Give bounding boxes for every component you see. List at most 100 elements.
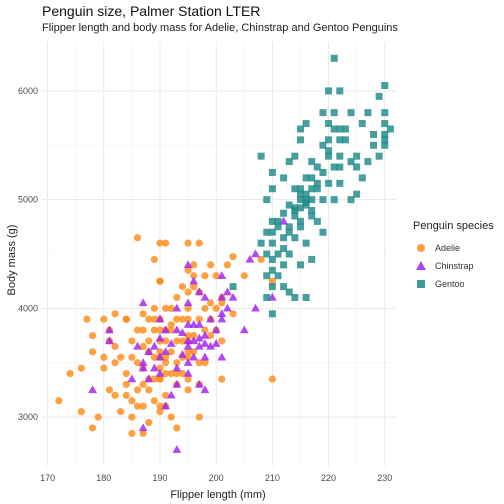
- data-point-gentoo: [268, 283, 276, 291]
- data-point-adelie: [133, 386, 142, 394]
- legend-title: Penguin species: [413, 220, 494, 232]
- y-tick-label: 3000: [18, 412, 38, 422]
- data-point-gentoo: [370, 130, 378, 138]
- data-point-adelie: [162, 391, 170, 399]
- data-point-gentoo: [291, 152, 299, 160]
- data-point-chinstrap: [105, 336, 114, 345]
- data-point-adelie: [162, 353, 170, 361]
- data-point-chinstrap: [217, 309, 227, 317]
- data-point-gentoo: [308, 158, 316, 166]
- data-point-gentoo: [347, 158, 355, 166]
- data-point-adelie: [145, 418, 153, 427]
- data-point-chinstrap: [178, 349, 187, 358]
- data-point-adelie: [162, 239, 170, 247]
- data-point-adelie: [173, 315, 181, 323]
- y-tick-label: 5000: [18, 195, 38, 205]
- data-point-gentoo: [263, 272, 271, 280]
- data-point-gentoo: [330, 125, 338, 133]
- data-point-adelie: [190, 348, 198, 356]
- data-point-chinstrap: [200, 339, 210, 347]
- data-point-adelie: [173, 369, 181, 378]
- data-point-adelie: [184, 375, 192, 383]
- data-point-adelie: [150, 353, 158, 361]
- data-point-gentoo: [285, 288, 293, 296]
- data-point-adelie: [223, 261, 232, 269]
- data-point-adelie: [88, 424, 97, 432]
- data-point-adelie: [150, 315, 158, 323]
- data-point-adelie: [128, 413, 136, 421]
- data-point-gentoo: [296, 136, 304, 144]
- data-point-gentoo: [319, 141, 327, 149]
- legend-item-adelie: Adelie: [413, 239, 501, 257]
- data-point-adelie: [122, 380, 130, 389]
- data-point-gentoo: [325, 136, 333, 144]
- data-point-adelie: [139, 429, 147, 437]
- data-point-chinstrap: [200, 292, 210, 301]
- data-point-adelie: [190, 261, 198, 269]
- data-point-adelie: [145, 337, 153, 345]
- data-point-chinstrap: [194, 333, 204, 342]
- data-point-adelie: [184, 288, 192, 296]
- series-chinstrap: [88, 216, 289, 453]
- data-point-gentoo: [285, 228, 293, 236]
- data-point-adelie: [195, 413, 203, 421]
- data-point-adelie: [77, 364, 85, 372]
- data-point-chinstrap: [166, 390, 176, 399]
- data-point-chinstrap: [200, 385, 210, 394]
- data-point-gentoo: [353, 190, 361, 198]
- data-point-adelie: [206, 261, 215, 269]
- data-point-adelie: [156, 408, 164, 416]
- data-point-gentoo: [263, 250, 271, 258]
- gentoo-marker-icon: [417, 280, 425, 288]
- data-point-gentoo: [296, 125, 304, 133]
- legend-label-adelie: Adelie: [435, 243, 461, 253]
- data-point-gentoo: [319, 228, 327, 236]
- data-point-chinstrap: [172, 363, 182, 372]
- data-point-adelie: [83, 315, 91, 323]
- data-point-chinstrap: [155, 314, 165, 323]
- data-point-gentoo: [296, 217, 304, 225]
- data-point-adelie: [218, 337, 226, 345]
- data-point-gentoo: [296, 204, 304, 212]
- data-point-gentoo: [280, 234, 288, 242]
- data-point-adelie: [167, 348, 175, 356]
- data-point-chinstrap: [251, 249, 260, 258]
- data-point-gentoo: [291, 293, 299, 301]
- data-point-gentoo: [381, 120, 389, 128]
- data-point-adelie: [201, 304, 209, 312]
- data-point-chinstrap: [200, 330, 210, 339]
- data-point-adelie: [212, 272, 220, 280]
- data-point-chinstrap: [245, 254, 255, 263]
- legend: Penguin species Adelie Chinstrap Gentoo: [413, 220, 501, 293]
- data-point-gentoo: [296, 223, 304, 231]
- data-point-gentoo: [386, 125, 394, 133]
- data-point-adelie: [201, 326, 209, 334]
- data-point-gentoo: [285, 223, 293, 231]
- series-adelie: [55, 234, 276, 437]
- data-point-gentoo: [302, 239, 310, 247]
- data-point-chinstrap: [183, 341, 193, 350]
- data-point-chinstrap: [183, 336, 193, 345]
- data-point-gentoo: [375, 92, 383, 100]
- data-point-gentoo: [308, 196, 316, 204]
- data-point-gentoo: [325, 152, 333, 160]
- data-point-gentoo: [302, 174, 310, 182]
- y-tick-label: 6000: [18, 86, 38, 96]
- data-point-adelie: [111, 359, 119, 367]
- data-point-gentoo: [268, 310, 276, 318]
- data-point-chinstrap: [228, 292, 238, 301]
- data-point-gentoo: [291, 185, 299, 193]
- chart-subtitle: Flipper length and body mass for Adelie,…: [42, 22, 398, 34]
- data-point-adelie: [139, 402, 147, 410]
- data-point-adelie: [218, 299, 226, 307]
- data-point-adelie: [162, 369, 170, 378]
- data-point-gentoo: [280, 209, 288, 217]
- data-point-chinstrap: [149, 363, 159, 372]
- data-point-gentoo: [347, 196, 355, 204]
- data-point-gentoo: [353, 152, 361, 160]
- data-point-gentoo: [268, 239, 276, 247]
- data-point-gentoo: [274, 217, 282, 225]
- data-point-adelie: [167, 413, 175, 421]
- data-point-gentoo: [268, 228, 276, 236]
